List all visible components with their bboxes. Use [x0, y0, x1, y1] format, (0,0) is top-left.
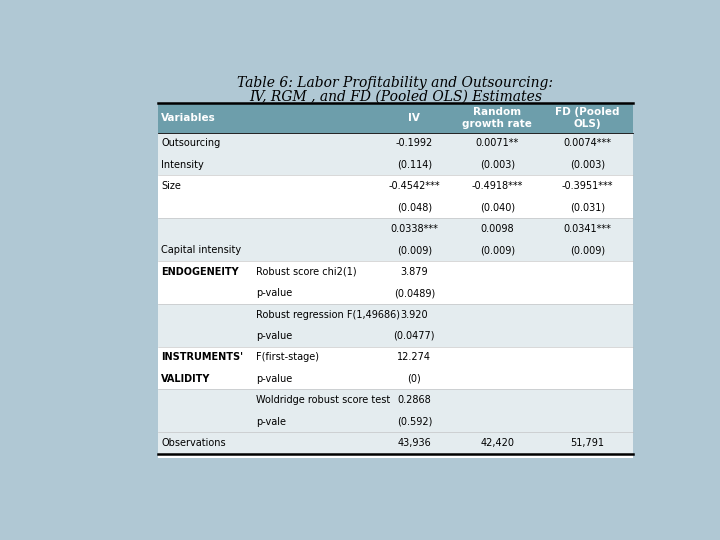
Text: -0.1992: -0.1992 [396, 138, 433, 149]
Text: 3.920: 3.920 [400, 309, 428, 320]
Bar [158, 154, 632, 176]
Bar [158, 197, 632, 218]
Text: IV: IV [408, 113, 420, 123]
Text: Woldridge robust score test: Woldridge robust score test [256, 395, 390, 405]
Text: (0.031): (0.031) [570, 202, 605, 212]
Text: (0.114): (0.114) [397, 160, 432, 170]
Text: p-value: p-value [256, 288, 292, 298]
Bar [158, 411, 632, 432]
Text: 0.0074***: 0.0074*** [564, 138, 611, 149]
Text: 0.0071**: 0.0071** [476, 138, 519, 149]
Text: 42,420: 42,420 [480, 438, 514, 448]
Text: 0.0338***: 0.0338*** [390, 224, 438, 234]
Text: 43,936: 43,936 [397, 438, 431, 448]
Text: -0.4918***: -0.4918*** [472, 181, 523, 191]
Bar [158, 218, 632, 240]
Text: (0.0477): (0.0477) [394, 331, 435, 341]
Text: Robust regression F(1,49686): Robust regression F(1,49686) [256, 309, 400, 320]
Text: Table 6: Labor Profitability and Outsourcing:: Table 6: Labor Profitability and Outsour… [238, 76, 554, 90]
Bar [158, 432, 632, 454]
Bar [158, 325, 632, 347]
Bar [158, 103, 632, 457]
Text: (0): (0) [408, 374, 421, 384]
Text: ENDOGENEITY: ENDOGENEITY [161, 267, 239, 276]
Text: (0.003): (0.003) [480, 160, 515, 170]
Text: (0.040): (0.040) [480, 202, 515, 212]
Text: INSTRUMENTS': INSTRUMENTS' [161, 352, 243, 362]
Bar [158, 282, 632, 304]
Text: (0.009): (0.009) [570, 245, 605, 255]
Text: IV, RGM , and FD (Pooled OLS) Estimates: IV, RGM , and FD (Pooled OLS) Estimates [249, 90, 542, 104]
Text: 3.879: 3.879 [400, 267, 428, 276]
Text: (0.003): (0.003) [570, 160, 605, 170]
Text: (0.009): (0.009) [480, 245, 515, 255]
Text: 0.0098: 0.0098 [480, 224, 514, 234]
Text: -0.3951***: -0.3951*** [562, 181, 613, 191]
Text: 0.0341***: 0.0341*** [564, 224, 611, 234]
Text: (0.592): (0.592) [397, 416, 432, 427]
Text: 12.274: 12.274 [397, 352, 431, 362]
Text: Observations: Observations [161, 438, 226, 448]
Text: F(first-stage): F(first-stage) [256, 352, 319, 362]
Bar [158, 103, 632, 132]
Text: Size: Size [161, 181, 181, 191]
Text: Random
growth rate: Random growth rate [462, 107, 532, 129]
Text: p-vale: p-vale [256, 416, 286, 427]
Text: p-value: p-value [256, 374, 292, 384]
Bar [158, 368, 632, 389]
Text: Variables: Variables [161, 113, 216, 123]
Bar [158, 304, 632, 325]
Text: Outsourcing: Outsourcing [161, 138, 220, 149]
Text: (0.0489): (0.0489) [394, 288, 435, 298]
Text: -0.4542***: -0.4542*** [389, 181, 440, 191]
Text: Capital intensity: Capital intensity [161, 245, 241, 255]
Text: p-value: p-value [256, 331, 292, 341]
Text: FD (Pooled
OLS): FD (Pooled OLS) [555, 107, 620, 129]
Bar [158, 261, 632, 282]
Bar [158, 347, 632, 368]
Text: Intensity: Intensity [161, 160, 204, 170]
Text: (0.048): (0.048) [397, 202, 432, 212]
Text: Robust score chi2(1): Robust score chi2(1) [256, 267, 357, 276]
Text: 0.2868: 0.2868 [397, 395, 431, 405]
Text: 51,791: 51,791 [570, 438, 605, 448]
Bar [158, 176, 632, 197]
Bar [158, 240, 632, 261]
Text: (0.009): (0.009) [397, 245, 432, 255]
Bar [158, 132, 632, 154]
Bar [158, 389, 632, 411]
Text: VALIDITY: VALIDITY [161, 374, 211, 384]
